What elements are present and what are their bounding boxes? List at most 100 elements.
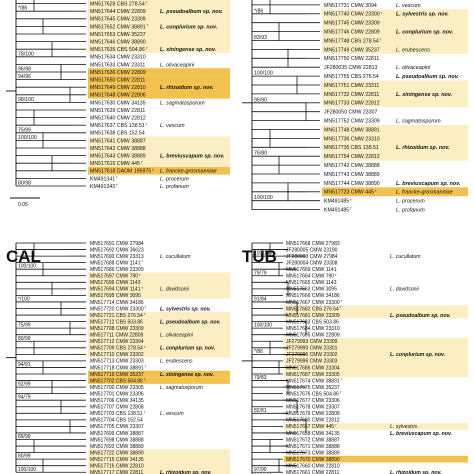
clade-name: L. vescum [396,3,421,9]
clade-highlight [284,364,468,371]
clade-highlight [88,7,230,15]
support-value: 100/100 [18,264,36,270]
clade-name: L. sylvestris [390,424,418,430]
clade-name: L. rhizoidum sp. nov. [160,85,214,91]
tip-label: MN517676 CBS 504.86 T [286,391,342,398]
tip-label: MN517736 CMW 23310 [324,136,380,142]
tip-label: MN517745 CMW 23309 [324,21,380,27]
support-value: 100/100 [18,135,37,141]
support-value: 100/100 [254,251,272,257]
support-value: 97/99 [254,467,267,473]
clade-name: L. olivaceapini [160,333,194,339]
tip-label: MN517695 CMW 3095 [90,293,141,299]
tip-label: MN517638 CBS 152.54 [90,131,145,137]
support-value: 96/98 [18,67,31,73]
clade-name: L. rhizoidum sp. nov. [396,145,450,151]
tip-label: MN517672 CMW 38887 [286,437,340,443]
tip-label: MN517660 CMW 22810 [286,464,340,470]
tip-label: KM491485 T [324,207,352,214]
support-value: 80/99 [18,454,31,460]
tip-label: MN517683 CBS 503.86 [286,319,339,325]
support-value: 98/100 [18,97,34,103]
tree-panel-top-left: MN517629 CMW 38890MN517628 CBS 278.54 TM… [6,0,230,208]
clade-highlight [88,292,230,299]
support-value: 100/100 [254,71,273,77]
clade-highlight [322,27,468,37]
tip-label: KM491485 T [324,198,352,205]
tip-label: JF280004 CMW 23308 [286,260,338,266]
support-value: 80/98 [18,181,31,187]
clade-name: L. olivaceapini [396,65,431,71]
tip-label: MN517615 CMW 445 T [90,160,143,167]
tip-label: JF279996 CMW 23303 [286,359,338,365]
support-value: 94/79 [18,395,31,401]
clade-name: L. xiningense sp. nov. [160,47,217,53]
tip-label: MN517679 CMW 22808 [286,411,340,417]
tip-label: MN517697 CMW 790 T [90,273,141,280]
tip-label: MN517618 DAOM 195975 T [90,168,154,175]
clade-highlight [88,468,230,474]
tip-label: MN517719 CMW 35237 [90,372,144,378]
support-value: 96/90 [254,97,267,103]
clade-name: L. olivaceapini [160,62,195,68]
clade-name: L. conplurium sp. nov. [390,352,445,358]
tip-label: MN517696 CMW 1143 [90,280,141,286]
tip-label: MN517750 CMW 22811 [324,56,379,62]
tip-label: MN517705 CMW 23307 [90,424,144,430]
tip-label: MN517641 CMW 38887 [90,138,146,144]
clade-highlight [284,351,468,358]
tip-label: MN517669 CMW 1141 [286,267,337,273]
support-value: 78/100 [18,51,34,57]
tip-label: MN517749 CMW 35237 [324,47,380,53]
tip-label: MN517661 CMW 22811 [286,470,339,474]
clade-name: L. pseudoalbum sp. nov. [160,319,221,325]
tip-label: MN517664 CMW 790 T [286,273,337,280]
clade-highlight [88,337,230,345]
clade-name: L. conplurium sp. nov. [160,346,215,352]
clade-name: L. sagmatosporum [160,385,204,391]
tip-label: MN517742 CMW 38888 [324,163,380,169]
support-value: 94/96 [18,74,31,80]
clade-name: L. sagmatosporum [396,118,441,124]
clade-highlight [322,9,468,19]
clade-highlight [88,22,230,31]
support-value: 83/93 [254,35,267,41]
clade-highlight [88,279,230,286]
clade-highlight [322,187,468,197]
tip-label: MN517710 CMW 23302 [90,352,144,358]
tip-label: MN517671 CMW 38888 [286,444,340,450]
clade-highlight [88,370,230,378]
tip-label: MN517685 CMW 22809 [286,333,340,339]
support-value: 75/99 [18,127,31,133]
tip-label: MN517714 CMW 34186 [90,300,144,306]
support-value: 94/91 [18,362,31,368]
tip-label: JF280035 CMW 22813 [324,65,377,71]
tip-label: MN517657 CMW 445 T [286,423,337,430]
tip-label: MN517686 CMW 23304 [286,365,340,371]
tip-label: MN517702 CBS 504.86 T [90,378,146,385]
support-value: 80/99 [18,336,31,342]
clade-name: L. cucullatum [390,254,421,260]
tip-label: MN517711 CMW 22809 [90,333,143,339]
tip-label: MN517635 CBS 504.86 T [90,46,148,53]
support-value: 100/100 [254,195,273,201]
clade-name: L. francke-grosmanniae [160,169,217,175]
clade-highlight [88,377,230,384]
clade-highlight [88,272,230,280]
clade-highlight [322,98,468,108]
tip-label: MN517678 CMW 23307 [286,405,340,411]
tip-label: MN517706 CMW 34135 [90,398,144,404]
tip-label: KM491343 T [90,183,118,190]
tip-label: MN517733 CMW 22812 [324,101,380,107]
clade-name: L. conplurium sp. nov. [160,24,218,30]
tip-label: MN517642 CMW 38888 [90,146,146,152]
tip-label: MN517700 CMW 23305 [90,385,144,391]
clade-name: L. sylvestris sp. nov. [160,306,211,312]
clade-highlight [88,144,230,152]
tip-label: MN517701 CMW 23306 [90,391,144,397]
tip-label: MN517752 CMW 23309 [324,118,380,124]
clade-name: L. davidsonii [390,287,420,293]
support-value: */86 [18,6,27,12]
tip-label: MN517630 CMW 34135 [90,100,146,106]
tip-label: MN517644 CMW 22809 [90,9,146,15]
